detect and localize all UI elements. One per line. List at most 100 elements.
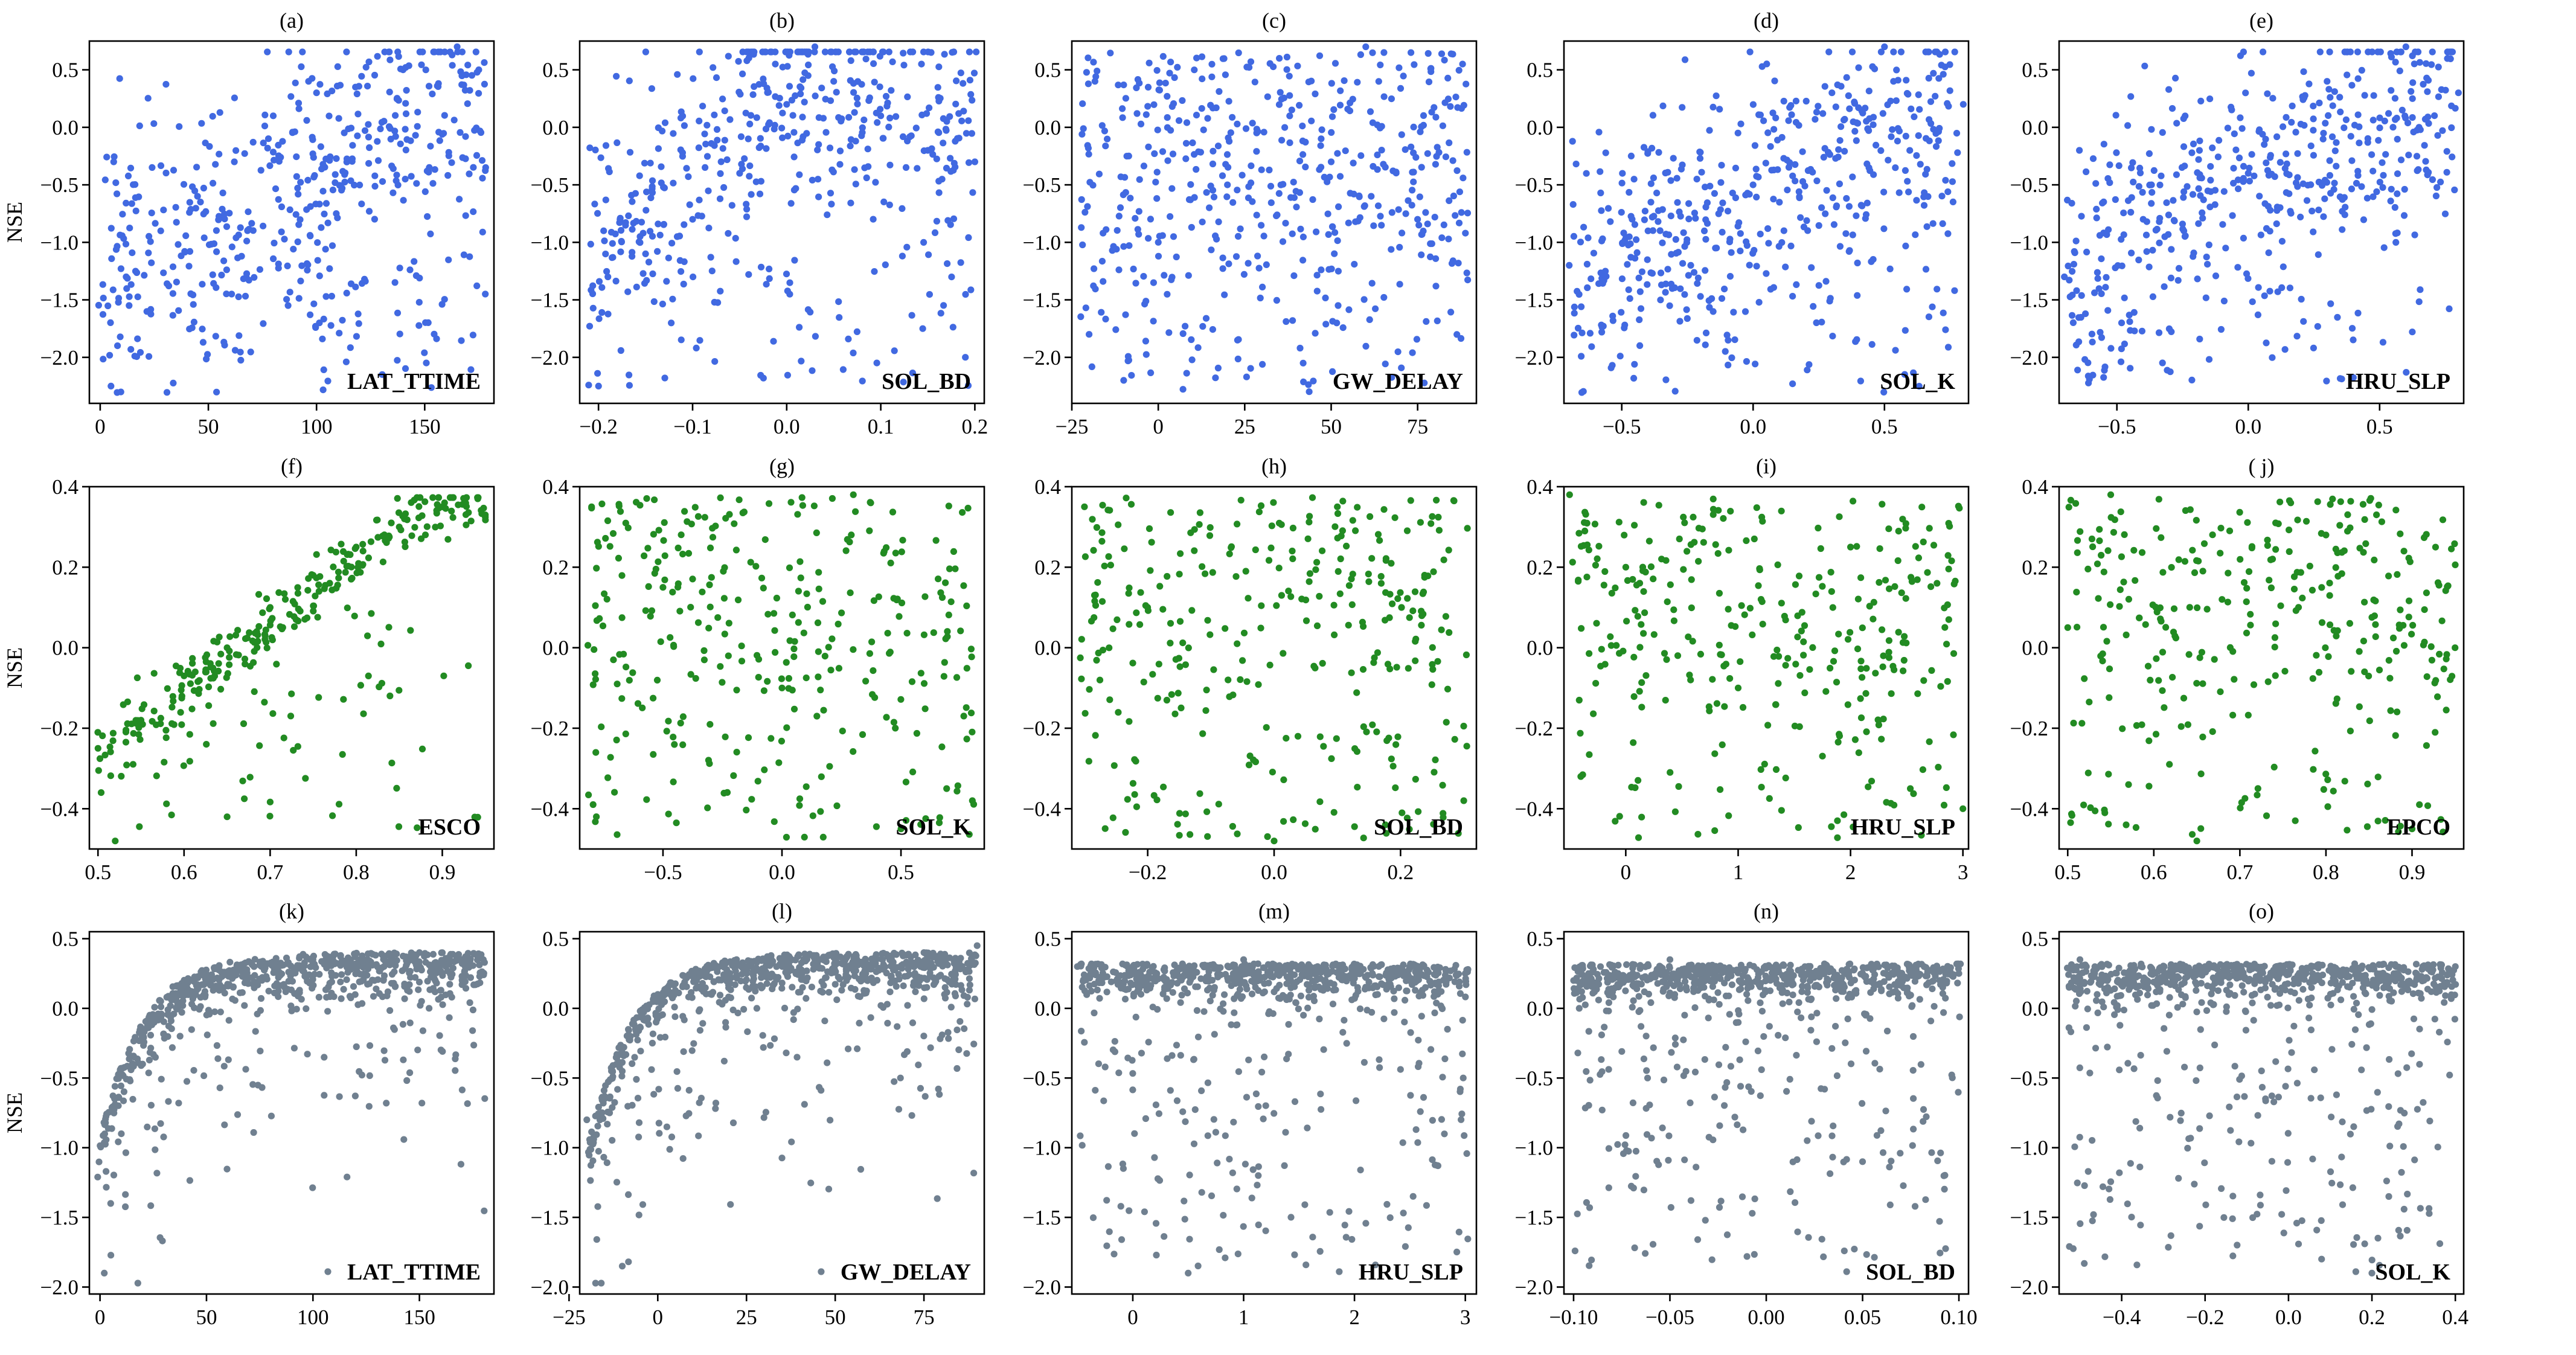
data-point xyxy=(1388,95,1395,103)
data-point xyxy=(148,210,155,217)
data-point xyxy=(145,249,152,257)
data-point xyxy=(218,271,225,279)
data-point xyxy=(1345,582,1353,589)
data-point xyxy=(798,357,805,365)
data-point xyxy=(595,382,602,390)
data-point xyxy=(236,989,244,996)
data-point xyxy=(1634,613,1641,620)
data-point xyxy=(1863,199,1871,207)
data-point xyxy=(741,155,748,162)
data-point xyxy=(2272,620,2280,627)
y-tick-label: 0.4 xyxy=(2022,475,2048,499)
data-point xyxy=(1804,167,1812,175)
data-point xyxy=(240,720,248,728)
data-point xyxy=(1764,722,1772,729)
data-point xyxy=(1345,219,1352,226)
data-point xyxy=(186,209,193,216)
data-point xyxy=(1609,312,1616,319)
legend: HRU_SLP xyxy=(2323,369,2450,394)
x-tick-label: 0.7 xyxy=(2226,860,2253,884)
data-point xyxy=(1318,126,1325,133)
data-point xyxy=(1106,644,1113,652)
data-point xyxy=(1346,107,1354,115)
data-point xyxy=(815,114,822,121)
data-point xyxy=(629,226,636,233)
y-tick-label: 0.5 xyxy=(542,59,569,82)
data-point xyxy=(810,502,818,510)
data-point xyxy=(316,970,323,978)
data-point xyxy=(144,95,152,102)
data-point xyxy=(1405,197,1412,204)
data-point xyxy=(203,356,210,363)
data-point xyxy=(1193,54,1200,62)
data-point xyxy=(1463,651,1470,659)
data-point xyxy=(255,623,263,630)
data-point xyxy=(284,302,292,309)
data-point xyxy=(1318,266,1325,274)
data-point xyxy=(1627,152,1635,159)
data-point xyxy=(319,188,327,195)
data-point xyxy=(713,74,720,82)
legend: SOL_BD xyxy=(1351,815,1463,840)
data-point xyxy=(862,56,870,63)
data-point xyxy=(1812,116,1819,123)
data-point xyxy=(2444,583,2451,591)
x-tick-label: 0.5 xyxy=(2054,860,2081,884)
data-point xyxy=(622,519,629,527)
data-point xyxy=(1926,525,1933,532)
data-point xyxy=(284,262,291,269)
data-point xyxy=(2194,275,2201,283)
data-point xyxy=(2091,289,2098,296)
data-point xyxy=(2180,143,2188,150)
data-point xyxy=(2105,770,2112,778)
data-point xyxy=(1755,111,1763,118)
panel-title: (a) xyxy=(280,8,304,33)
data-point xyxy=(1944,678,1951,685)
data-point xyxy=(221,1121,228,1129)
data-point xyxy=(1870,598,1877,606)
data-point xyxy=(1331,60,1339,67)
data-point xyxy=(1857,574,1865,581)
data-point xyxy=(1667,769,1674,776)
data-point xyxy=(1633,249,1641,256)
data-point xyxy=(344,969,351,976)
data-point xyxy=(266,605,273,612)
data-point xyxy=(2301,122,2308,129)
data-point xyxy=(254,1081,261,1089)
data-point xyxy=(442,505,449,512)
data-point xyxy=(237,356,245,364)
data-point xyxy=(2121,531,2128,539)
data-point xyxy=(1812,591,1819,598)
data-point xyxy=(607,754,614,761)
data-point xyxy=(2256,193,2263,200)
data-point xyxy=(1388,374,1395,381)
data-point xyxy=(2078,292,2085,299)
data-point xyxy=(458,72,466,80)
data-point xyxy=(598,284,606,291)
data-point xyxy=(2423,742,2430,749)
data-point xyxy=(651,569,658,577)
data-point xyxy=(2156,239,2163,246)
data-point xyxy=(1891,666,1898,673)
data-point xyxy=(2118,319,2126,327)
data-point xyxy=(304,587,312,594)
data-point xyxy=(302,775,309,782)
data-point xyxy=(328,242,336,249)
data-point xyxy=(1349,517,1356,524)
data-point xyxy=(2361,598,2368,606)
data-point xyxy=(275,589,283,597)
data-point xyxy=(1693,176,1700,183)
data-point xyxy=(169,983,176,990)
data-point xyxy=(2198,649,2205,656)
data-point xyxy=(2270,763,2278,770)
data-point xyxy=(2400,642,2408,649)
data-point xyxy=(2440,828,2447,836)
data-point xyxy=(1360,723,1367,731)
data-point xyxy=(2209,728,2216,735)
data-point xyxy=(771,818,778,825)
data-point xyxy=(1179,97,1186,104)
data-point xyxy=(359,540,367,548)
data-point xyxy=(242,292,249,300)
data-point xyxy=(731,520,738,527)
data-point xyxy=(1460,101,1467,109)
